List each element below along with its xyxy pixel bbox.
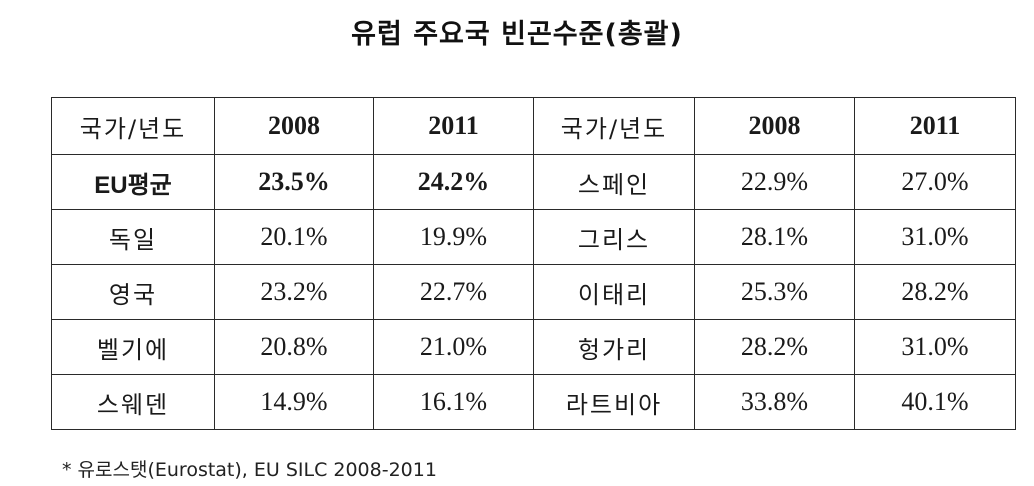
value-cell-2011: 19.9% xyxy=(373,209,534,265)
table-row: 영국 23.2% 22.7% 이태리 25.3% 28.2% xyxy=(51,264,1016,320)
value-cell-2011: 27.0% xyxy=(854,154,1016,210)
value-cell-2011: 40.1% xyxy=(854,374,1016,430)
country-cell: 그리스 xyxy=(533,209,695,265)
value-cell-2011: 24.2% xyxy=(373,154,534,210)
value-cell-2008: 25.3% xyxy=(694,264,855,320)
country-cell: 독일 xyxy=(51,209,215,265)
value-cell-2008: 28.1% xyxy=(694,209,855,265)
table-row: 스웨덴 14.9% 16.1% 라트비아 33.8% 40.1% xyxy=(51,374,1016,430)
source-footnote: * 유로스탯(Eurostat), EU SILC 2008-2011 xyxy=(62,459,437,481)
header-cell-2011: 2011 xyxy=(373,97,534,155)
country-cell: 라트비아 xyxy=(533,374,695,430)
header-cell-2011: 2011 xyxy=(854,97,1016,155)
value-cell-2011: 31.0% xyxy=(854,209,1016,265)
value-cell-2008: 14.9% xyxy=(214,374,374,430)
country-cell: 영국 xyxy=(51,264,215,320)
table-header-row: 국가/년도 2008 2011 국가/년도 2008 2011 xyxy=(51,97,1016,155)
value-cell-2008: 20.8% xyxy=(214,319,374,375)
value-cell-2011: 22.7% xyxy=(373,264,534,320)
value-cell-2008: 22.9% xyxy=(694,154,855,210)
header-cell-country-year: 국가/년도 xyxy=(533,97,695,155)
value-cell-2008: 20.1% xyxy=(214,209,374,265)
poverty-rate-table: 국가/년도 2008 2011 국가/년도 2008 2011 EU평균 23.… xyxy=(51,97,1016,430)
value-cell-2011: 16.1% xyxy=(373,374,534,430)
country-cell: 벨기에 xyxy=(51,319,215,375)
header-cell-country-year: 국가/년도 xyxy=(51,97,215,155)
table-row: 독일 20.1% 19.9% 그리스 28.1% 31.0% xyxy=(51,209,1016,265)
value-cell-2008: 23.5% xyxy=(214,154,374,210)
value-cell-2011: 21.0% xyxy=(373,319,534,375)
header-cell-2008: 2008 xyxy=(214,97,374,155)
table-row: EU평균 23.5% 24.2% 스페인 22.9% 27.0% xyxy=(51,154,1016,210)
header-cell-2008: 2008 xyxy=(694,97,855,155)
value-cell-2008: 33.8% xyxy=(694,374,855,430)
value-cell-2011: 31.0% xyxy=(854,319,1016,375)
value-cell-2008: 28.2% xyxy=(694,319,855,375)
value-cell-2011: 28.2% xyxy=(854,264,1016,320)
country-cell: 헝가리 xyxy=(533,319,695,375)
table-row: 벨기에 20.8% 21.0% 헝가리 28.2% 31.0% xyxy=(51,319,1016,375)
page-title: 유럽 주요국 빈곤수준(총괄) xyxy=(351,19,683,50)
country-cell: EU평균 xyxy=(51,154,215,210)
country-cell: 이태리 xyxy=(533,264,695,320)
value-cell-2008: 23.2% xyxy=(214,264,374,320)
country-cell: 스페인 xyxy=(533,154,695,210)
country-cell: 스웨덴 xyxy=(51,374,215,430)
